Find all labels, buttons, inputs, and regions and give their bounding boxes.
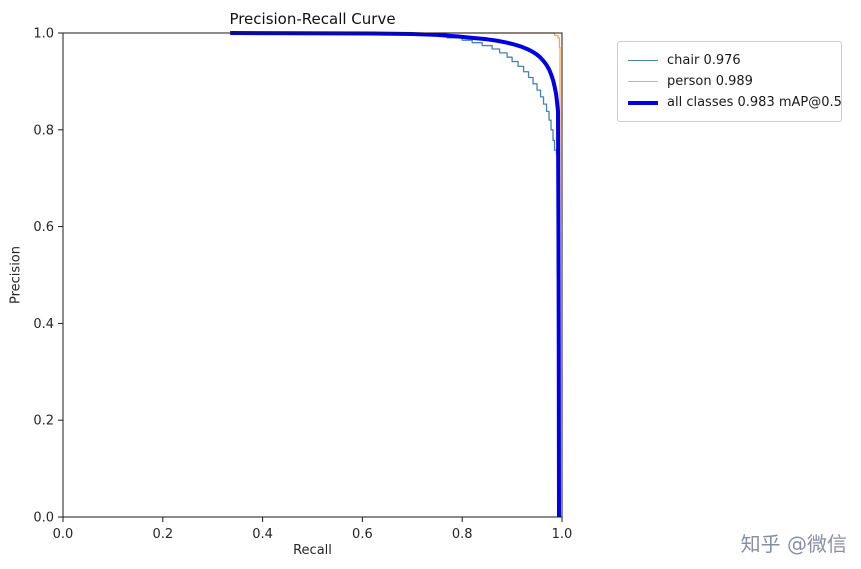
- svg-text:0.2: 0.2: [152, 527, 173, 542]
- chart-title: Precision-Recall Curve: [229, 10, 396, 28]
- svg-text:1.0: 1.0: [33, 27, 54, 42]
- svg-text:0.8: 0.8: [452, 527, 473, 542]
- svg-text:0.0: 0.0: [33, 511, 54, 526]
- svg-text:0.0: 0.0: [53, 527, 74, 542]
- x-axis-label: Recall: [293, 543, 332, 558]
- svg-text:0.6: 0.6: [352, 527, 373, 542]
- legend-line-person-icon: [628, 80, 658, 83]
- legend: chair 0.976 person 0.989 all classes 0.9…: [617, 41, 842, 122]
- legend-item-chair: chair 0.976: [628, 50, 831, 71]
- watermark: 知乎 @微信: [740, 532, 847, 556]
- legend-label-all-classes: all classes 0.983 mAP@0.5: [667, 95, 842, 110]
- svg-text:0.8: 0.8: [33, 123, 54, 138]
- svg-text:1.0: 1.0: [552, 527, 573, 542]
- legend-item-person: person 0.989: [628, 71, 831, 92]
- svg-text:0.4: 0.4: [33, 317, 54, 332]
- legend-label-chair: chair 0.976: [667, 53, 741, 68]
- svg-text:0.4: 0.4: [252, 527, 273, 542]
- legend-label-person: person 0.989: [667, 74, 753, 89]
- legend-line-chair-icon: [628, 59, 658, 62]
- legend-line-all-classes-icon: [628, 100, 658, 105]
- legend-item-all-classes: all classes 0.983 mAP@0.5: [628, 92, 842, 113]
- svg-text:0.6: 0.6: [33, 220, 54, 235]
- svg-text:0.2: 0.2: [33, 414, 54, 429]
- y-axis-label: Precision: [8, 245, 24, 305]
